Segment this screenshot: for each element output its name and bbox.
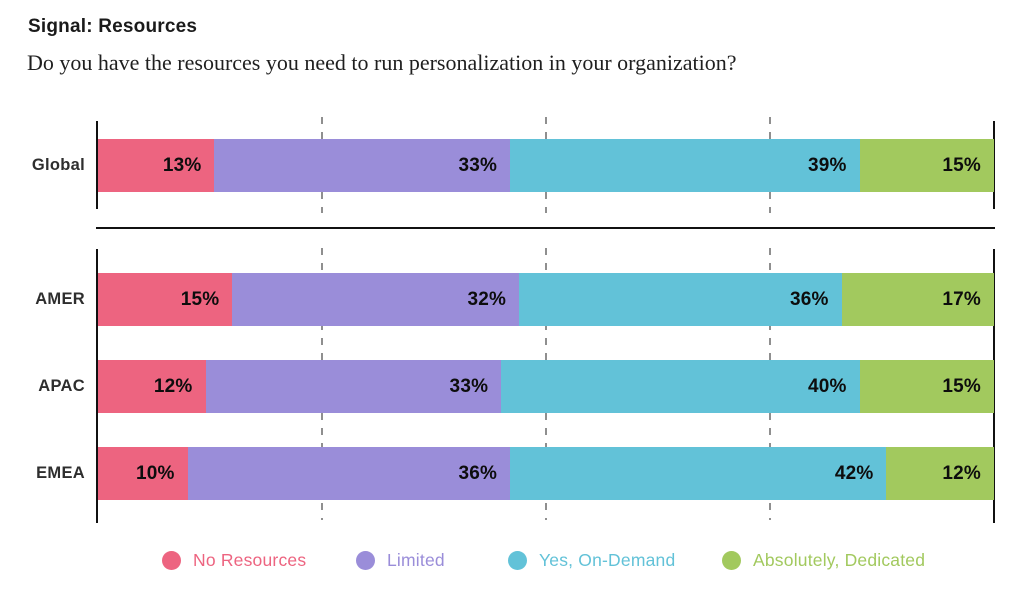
bar-segment: 15% — [859, 139, 994, 192]
legend-dot-icon — [162, 550, 181, 570]
axis-line-global-left — [96, 121, 98, 209]
bar-segment: 40% — [501, 360, 860, 413]
bar-segment: 17% — [841, 273, 994, 326]
row-label: AMER — [35, 290, 85, 308]
axis-line-regions-left — [96, 249, 98, 523]
stacked-bar: 12% 33% 40% 15% — [98, 360, 994, 413]
legend-label: Yes, On-Demand — [539, 549, 676, 570]
bar-segment: 33% — [214, 139, 511, 192]
bar-segment: 42% — [510, 447, 887, 500]
axis-line-regions-right — [993, 249, 995, 523]
value-label: 15% — [180, 288, 220, 310]
value-label: 40% — [807, 375, 847, 397]
value-label: 42% — [834, 462, 874, 484]
legend: No Resources Limited Yes, On-Demand Absolut… — [0, 545, 1024, 575]
bar-row: Global 13% 33% 39% 15% — [0, 139, 1024, 192]
value-label: 13% — [162, 154, 202, 176]
axis-line-global-right — [993, 121, 995, 209]
legend-dot-icon — [722, 550, 741, 570]
chart-title: Signal: Resources — [28, 16, 198, 37]
global-rows: Global 13% 33% 39% 15% — [0, 139, 1024, 192]
legend-label: Limited — [387, 549, 445, 570]
value-label: 17% — [942, 288, 981, 310]
legend-label: No Resources — [193, 549, 307, 570]
value-label: 12% — [153, 375, 193, 397]
bar-segment: 15% — [859, 360, 994, 413]
value-label: 15% — [942, 375, 981, 397]
row-label: Global — [31, 156, 85, 174]
bar-segment: 33% — [205, 360, 502, 413]
value-label: 32% — [467, 288, 507, 310]
legend-item: No Resources — [162, 545, 306, 575]
section-separator-line — [96, 227, 995, 229]
row-label: APAC — [38, 377, 85, 395]
stacked-bar: 13% 33% 39% 15% — [98, 139, 994, 192]
value-label: 39% — [807, 154, 847, 176]
bar-row: APAC 12% 33% 40% 15% — [0, 360, 1024, 413]
legend-item: Limited — [356, 545, 445, 575]
chart-subtitle: Do you have the resources you need to ru… — [27, 50, 737, 75]
bar-row: AMER 15% 32% 36% 17% — [0, 273, 1024, 326]
value-label: 33% — [449, 375, 489, 397]
legend-label: Absolutely, Dedicated — [753, 549, 926, 570]
bar-segment: 10% — [98, 447, 188, 500]
bar-segment: 13% — [98, 139, 215, 192]
value-label: 15% — [942, 154, 981, 176]
value-label: 36% — [458, 462, 498, 484]
bar-segment: 36% — [187, 447, 511, 500]
value-label: 36% — [790, 288, 829, 310]
value-label: 10% — [135, 462, 175, 484]
stacked-bar: 15% 32% 36% 17% — [98, 273, 994, 326]
bar-segment: 36% — [519, 273, 842, 326]
legend-dot-icon — [356, 550, 375, 570]
bar-segment: 15% — [98, 273, 233, 326]
legend-item: Absolutely, Dedicated — [722, 545, 925, 575]
stacked-bar: 10% 36% 42% 12% — [98, 447, 994, 500]
bar-segment: 32% — [232, 273, 520, 326]
bar-row: EMEA 10% 36% 42% 12% — [0, 447, 1024, 500]
bar-segment: 12% — [98, 360, 206, 413]
value-label: 33% — [458, 154, 498, 176]
value-label: 12% — [942, 462, 981, 484]
legend-dot-icon — [508, 550, 527, 570]
bar-segment: 12% — [886, 447, 994, 500]
bar-segment: 39% — [510, 139, 860, 192]
row-label: EMEA — [36, 464, 85, 482]
legend-item: Yes, On-Demand — [508, 545, 675, 575]
region-rows: AMER 15% 32% 36% 17% APAC 12% 33% 40% 15% EMEA 10% 3… — [0, 273, 1024, 500]
